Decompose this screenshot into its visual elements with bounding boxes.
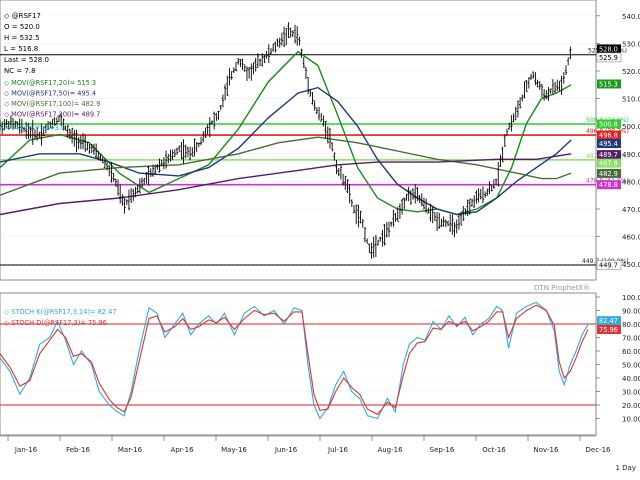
stochastic-tick-label: 60.00 (622, 348, 640, 356)
moving-average-lines (0, 50, 572, 216)
net-change-label: NC = 7.8 (4, 67, 36, 75)
date-tick-label: May-16 (221, 446, 247, 454)
date-tick-label: Jul-16 (327, 446, 348, 454)
stochastic-tick-label: 80.00 (622, 321, 640, 329)
price-badge: 482.9 (599, 170, 618, 178)
stochastic-tick-label: 100.00 (622, 294, 640, 302)
date-tick-label: Aug-16 (377, 446, 403, 454)
stochastic-badge-bg (597, 316, 621, 326)
moving-average-line (0, 86, 572, 216)
stochastic-series-line (0, 301, 589, 420)
stochastic-tick-label: 40.00 (622, 375, 640, 383)
stochastic-tick-label: 30.00 (622, 389, 640, 397)
price-badge: 487.8 (599, 160, 618, 168)
date-tick-label: Mar-16 (118, 446, 143, 454)
ma-legend-entry: ◇ MOV(@RSF17,50)= 495.4 (4, 90, 96, 98)
price-tick-label: 460.0 (622, 234, 640, 242)
header-legend: ◇ @RSF17 O = 520.0 H = 532.5 L = 516.8 L… (4, 12, 100, 132)
price-badge: 495.4 (599, 140, 618, 148)
price-badge-bg (597, 130, 621, 140)
open-label: O = 520.0 (4, 23, 40, 31)
last-label: Last = 528.0 (4, 56, 49, 64)
stochastic-panel-frame (0, 292, 597, 436)
price-badge-bg (597, 158, 621, 168)
price-bars (0, 22, 572, 259)
high-label: H = 532.5 (4, 34, 40, 42)
price-tick-label: 490.0 (622, 151, 640, 159)
date-axis: Jan-16 Feb-16 Mar-16 Apr-16 May-16 Jun-16 Jul-… (0, 435, 636, 472)
price-badge-bg (597, 180, 621, 190)
stochastic-reference-lines (0, 323, 596, 406)
price-badge-bg (597, 150, 621, 160)
stochastic-legend-entry: ◇ STOCH K(@RSF17,3,14)= 82.47 (4, 308, 117, 316)
price-badge: 496.8 (599, 132, 618, 140)
low-label: L = 516.8 (4, 45, 38, 53)
price-tick-label: 530.0 (622, 40, 640, 48)
price-tick-label: 450.0 (622, 261, 640, 269)
price-badge-bg (596, 260, 622, 270)
price-badge: 528.0 (599, 45, 618, 53)
price-axis: 540.0 530.0 520.0 510.0 500.0 490.0 480.0 470.0… (596, 13, 640, 270)
price-tick-label: 500.0 (622, 123, 640, 131)
price-badge-bg (596, 52, 622, 63)
price-badge-bg (597, 79, 621, 89)
price-badge: 515.3 (599, 80, 618, 88)
price-badge: 525.9 (599, 54, 618, 62)
stochastic-legend-entry: ◇ STOCH D(@RSF17,3)= 75.96 (4, 319, 107, 327)
price-panel: 525.9 (0.0%)500.8 (23.6%)496.8 (38.2%)48… (0, 0, 629, 292)
interval-label: 1 Day (615, 464, 636, 472)
stochastic-series (0, 301, 589, 420)
price-badge: 489.7 (599, 151, 618, 159)
stochastic-tick-label: 90.00 (622, 308, 640, 316)
price-badge: 449.7 (599, 262, 618, 270)
date-tick-label: Sep-16 (430, 446, 455, 454)
stochastic-legend: ◇ STOCH K(@RSF17,3,14)= 82.47 ◇ STOCH D(@… (4, 308, 117, 327)
price-badge-bg (597, 168, 621, 178)
stochastic-badge: 82.47 (599, 317, 618, 325)
date-tick-label: Apr-16 (170, 446, 194, 454)
price-badge: 478.8 (599, 181, 618, 189)
date-tick-label: Oct-16 (482, 446, 506, 454)
date-tick-label: Dec-16 (586, 446, 612, 454)
date-tick-label: Jan-16 (14, 446, 38, 454)
stochastic-badge-bg (597, 324, 621, 334)
stochastic-badge: 75.96 (599, 326, 618, 334)
moving-average-line (0, 153, 572, 216)
price-tick-label: 480.0 (622, 178, 640, 186)
stochastic-series-line (0, 304, 589, 416)
ma-legend: ◇ MOV(@RSF17,20)= 515.3 ◇ MOV(@RSF17,50)=… (4, 79, 100, 119)
ma-legend-entry: ◇ MOV(@RSF17,100)= 482.9 (4, 100, 100, 108)
watermark: DTN ProphetX® (534, 284, 590, 292)
price-tick-label: 540.0 (622, 13, 640, 21)
date-tick-label: Feb-16 (66, 446, 90, 454)
ma-legend-entry: ◇ MOV(@RSF17,200)= 489.7 (4, 111, 100, 119)
cursor-readout: A=41.0, V=543.0 (4, 124, 65, 132)
moving-average-line (0, 136, 572, 196)
price-tick-label: 470.0 (622, 206, 640, 214)
stochastic-panel: ◇ STOCH K(@RSF17,3,14)= 82.47 ◇ STOCH D(@… (0, 292, 597, 436)
stochastic-tick-label: 70.00 (622, 335, 640, 343)
symbol-label: ◇ @RSF17 (4, 12, 41, 20)
stochastic-tick-label: 50.00 (622, 362, 640, 370)
price-badge-bg (597, 139, 621, 149)
price-badge-bg (597, 119, 621, 129)
price-badge-bg (597, 44, 621, 54)
date-tick-label: Jun-16 (274, 446, 298, 454)
price-badge: 500.8 (599, 120, 618, 128)
stochastic-tick-label: 20.00 (622, 402, 640, 410)
stochastic-tick-label: 10.00 (622, 416, 640, 424)
price-gridlines (0, 15, 596, 265)
price-tick-label: 510.0 (622, 96, 640, 104)
date-tick-label: Nov-16 (534, 446, 559, 454)
price-tick-label: 520.0 (622, 68, 640, 76)
stochastic-axis: 100.00 90.00 80.00 70.00 60.00 50.00 40.00 30.0… (596, 294, 640, 424)
ma-legend-entry: ◇ MOV(@RSF17,20)= 515.3 (4, 79, 96, 87)
